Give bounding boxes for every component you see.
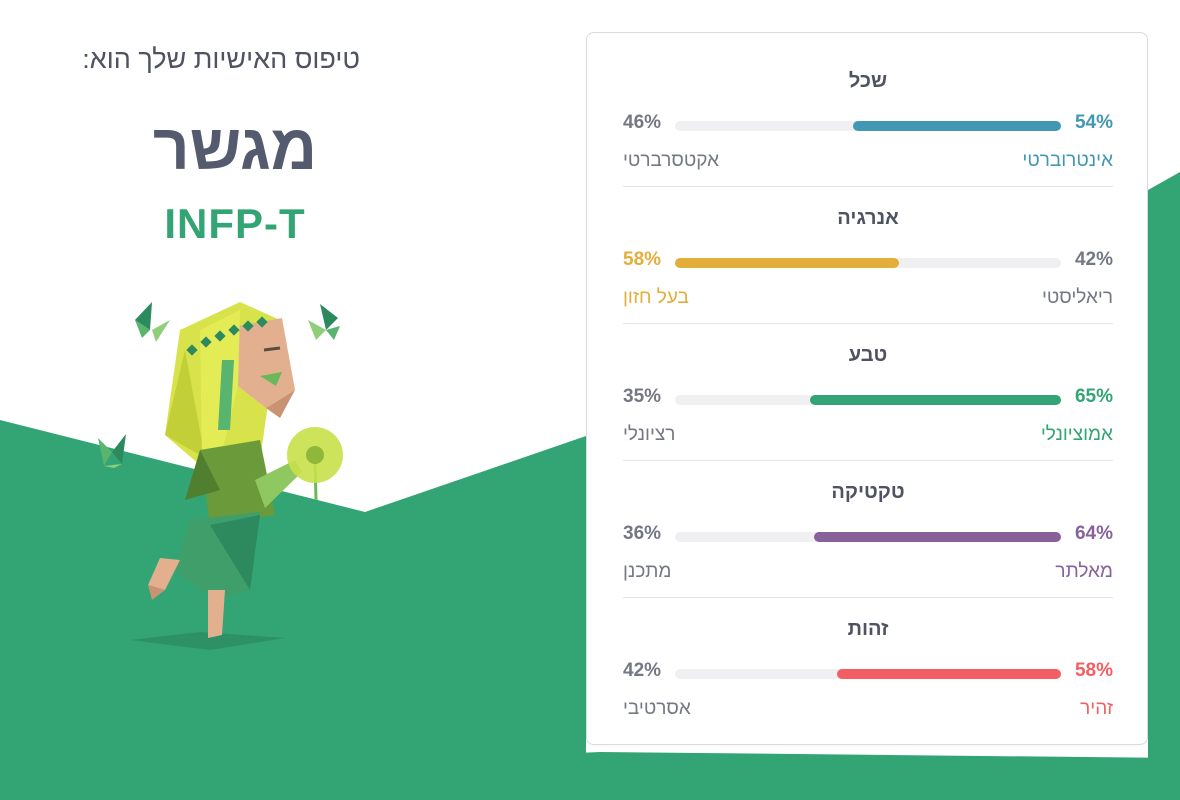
trait-left-percent: 58%	[623, 249, 662, 270]
trait-bar-fill	[675, 258, 899, 268]
divider	[623, 323, 1113, 324]
divider	[623, 186, 1113, 187]
trait-title: זהות	[847, 618, 889, 640]
trait-right-percent: 65%	[1074, 386, 1113, 407]
trait-bar-fill	[810, 395, 1061, 405]
trait-identity: זהות 42% 58% אסרטיבי זהיר	[623, 618, 1113, 755]
trait-right-percent: 64%	[1074, 523, 1113, 544]
type-intro-text: טיפוס האישיות שלך הוא:	[82, 44, 360, 74]
trait-left-percent: 46%	[623, 112, 662, 133]
trait-right-percent: 42%	[1074, 249, 1113, 270]
trait-bar-fill	[837, 669, 1061, 679]
type-name: מגשר	[152, 111, 318, 183]
traits-card: שכל 46% 54% אקטסרברטי אינטרוברטי אנרגיה …	[586, 32, 1148, 745]
type-code: INFP-T	[164, 200, 306, 247]
flower-icon	[287, 427, 343, 483]
trait-left-label: בעל חזון	[623, 287, 689, 308]
butterfly-icon	[135, 302, 170, 342]
trait-tactics: טקטיקה 36% 64% מתכנן מאלתר	[623, 481, 1113, 618]
trait-title: אנרגיה	[837, 207, 899, 229]
trait-left-percent: 35%	[623, 386, 662, 407]
trait-right-label: אינטרוברטי	[1022, 150, 1113, 171]
trait-right-percent: 58%	[1074, 660, 1113, 681]
trait-bar-fill	[814, 532, 1061, 542]
trait-left-label: רציונלי	[623, 424, 676, 445]
trait-left-label: מתכנן	[623, 561, 672, 582]
divider	[623, 597, 1113, 598]
trait-title: שכל	[848, 70, 888, 92]
butterfly-icon	[98, 434, 126, 468]
trait-left-label: אסרטיבי	[623, 698, 691, 719]
trait-bar-track	[675, 121, 1061, 131]
trait-bar-track	[675, 669, 1061, 679]
trait-right-label: ריאליסטי	[1041, 287, 1113, 308]
trait-nature: טבע 35% 65% רציונלי אמוציונלי	[623, 344, 1113, 481]
trait-bar-track	[675, 532, 1061, 542]
butterfly-icon	[308, 304, 340, 340]
trait-mind: שכל 46% 54% אקטסרברטי אינטרוברטי	[623, 70, 1113, 207]
trait-right-label: מאלתר	[1055, 561, 1113, 582]
trait-title: טבע	[848, 344, 888, 366]
type-summary: טיפוס האישיות שלך הוא: מגשר INFP-T	[0, 0, 580, 800]
trait-right-percent: 54%	[1074, 112, 1113, 133]
trait-bar-track	[675, 395, 1061, 405]
trait-left-percent: 42%	[623, 660, 662, 681]
trait-bar-fill	[853, 121, 1061, 131]
trait-left-label: אקטסרברטי	[623, 150, 720, 171]
divider	[623, 460, 1113, 461]
trait-right-label: זהיר	[1080, 698, 1113, 719]
mediator-illustration	[98, 302, 343, 650]
trait-bar-track	[675, 258, 1061, 268]
trait-title: טקטיקה	[831, 481, 905, 503]
trait-right-label: אמוציונלי	[1040, 424, 1113, 445]
trait-left-percent: 36%	[623, 523, 662, 544]
trait-energy: אנרגיה 58% 42% בעל חזון ריאליסטי	[623, 207, 1113, 344]
